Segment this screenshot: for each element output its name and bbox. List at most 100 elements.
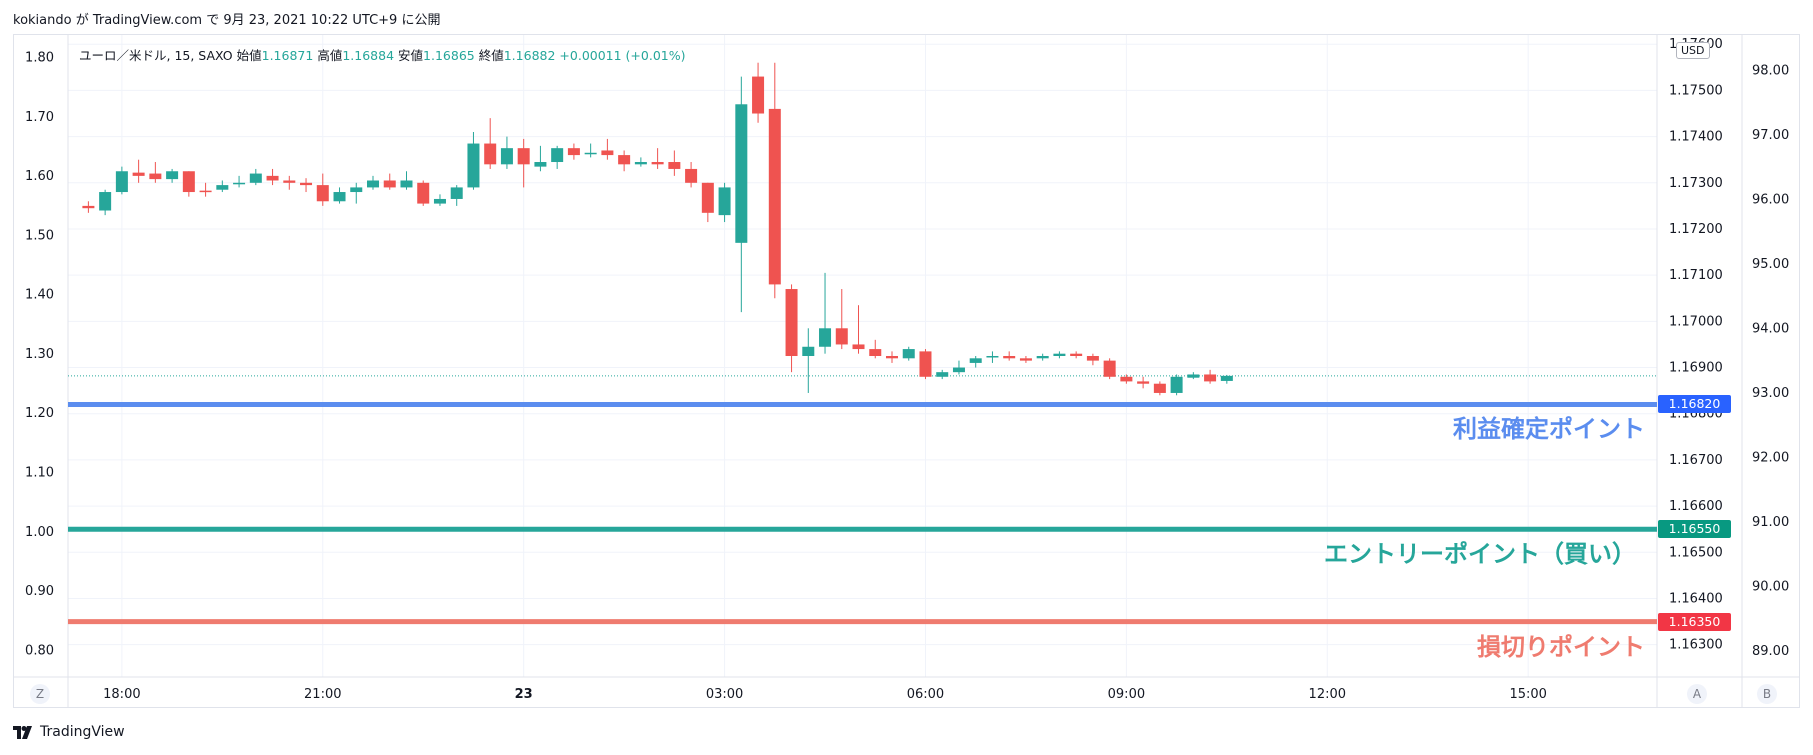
candle-up <box>450 187 463 199</box>
entry-annotation: エントリーポイント（買い） <box>1324 540 1636 569</box>
candle-down <box>300 182 313 186</box>
right-tick-label: 97.00 <box>1752 128 1789 143</box>
right-axis: 98.00 97.00 96.00 95.00 94.00 93.00 92.00 91.00… <box>1752 63 1789 659</box>
candle-up <box>99 192 112 211</box>
candle-down <box>885 356 898 359</box>
candle-up <box>1220 375 1233 381</box>
left-tick-label: 1.50 <box>25 228 54 243</box>
candle-up <box>902 349 915 359</box>
time-tick-label: 21:00 <box>304 687 341 702</box>
left-tick-label: 1.70 <box>25 110 54 125</box>
price-tick-label: 1.17300 <box>1669 176 1723 191</box>
candles <box>82 62 1233 396</box>
tradingview-brand[interactable]: TradingView <box>13 724 125 740</box>
candle-up <box>551 148 564 163</box>
candle-up <box>1036 356 1049 359</box>
price-tick-label: 1.16500 <box>1669 545 1723 560</box>
candle-up <box>986 356 999 358</box>
candle-down <box>618 155 631 165</box>
price-tick-label: 1.17500 <box>1669 83 1723 98</box>
stop-loss-annotation: 損切りポイント <box>1477 632 1645 661</box>
candle-up <box>433 198 446 204</box>
level-lines <box>68 375 1657 625</box>
candle-up <box>115 171 128 193</box>
candle-down <box>316 185 329 202</box>
candle-down <box>1137 381 1150 384</box>
right-tick-label: 93.00 <box>1752 386 1789 401</box>
candle-up <box>936 372 949 377</box>
right-tick-label: 94.00 <box>1752 322 1789 337</box>
legend-close-label: 終値 <box>478 48 504 63</box>
candle-down <box>182 171 195 193</box>
currency-button[interactable]: USD <box>1676 42 1710 59</box>
candle-down <box>701 182 714 213</box>
legend-open-label: 始値 <box>236 48 262 63</box>
secondary-scale-button[interactable]: B <box>1757 684 1777 704</box>
candle-down <box>835 328 848 345</box>
candle-down <box>919 351 932 377</box>
candle-up <box>802 346 815 356</box>
candle-down <box>383 180 396 188</box>
candle-up <box>534 162 547 167</box>
candle-up <box>819 328 832 347</box>
candle-up <box>166 171 179 180</box>
time-tick-label: 03:00 <box>706 687 743 702</box>
axis-borders <box>13 35 1800 707</box>
candle-up <box>350 187 363 193</box>
candle-down <box>1153 383 1166 393</box>
candle-down <box>685 168 698 183</box>
right-tick-label: 92.00 <box>1752 451 1789 466</box>
left-tick-label: 1.80 <box>25 51 54 66</box>
candle-down <box>1120 376 1133 382</box>
price-tick-label: 1.16900 <box>1669 361 1723 376</box>
right-tick-label: 98.00 <box>1752 63 1789 78</box>
left-tick-label: 1.40 <box>25 288 54 303</box>
auto-scale-button[interactable]: A <box>1687 684 1707 704</box>
left-axis: 1.80 1.70 1.60 1.50 1.40 1.30 1.20 1.10 1.00 0.90… <box>25 51 54 659</box>
candle-down <box>768 108 781 285</box>
time-tick-label: 06:00 <box>907 687 944 702</box>
candle-down <box>517 148 530 165</box>
price-tick-label: 1.16700 <box>1669 453 1723 468</box>
candle-up <box>216 185 229 190</box>
time-tick-label: 15:00 <box>1509 687 1546 702</box>
candle-up <box>400 180 413 188</box>
candle-up <box>249 173 262 183</box>
stop-loss-price-tag: 1.16350 <box>1658 612 1731 631</box>
candle-down <box>132 172 145 176</box>
candle-up <box>333 192 346 202</box>
right-tick-label: 96.00 <box>1752 193 1789 208</box>
price-axis: 1.176001.175001.174001.173001.172001.171… <box>1669 37 1723 652</box>
price-tick-label: 1.17100 <box>1669 268 1723 283</box>
left-tick-label: 1.30 <box>25 347 54 362</box>
time-axis: 18:00 21:00 23 03:00 06:00 09:00 12:00 15:00 <box>103 687 1547 702</box>
candle-up <box>367 180 380 188</box>
price-tick-label: 1.16400 <box>1669 591 1723 606</box>
candle-down <box>1019 358 1032 361</box>
candle-down <box>1003 356 1016 359</box>
zoom-button[interactable]: Z <box>30 684 50 704</box>
legend-high: 1.16884 <box>342 48 395 63</box>
candle-down <box>283 180 296 183</box>
legend-symbol[interactable]: ユーロ／米ドル, 15, SAXO <box>79 48 233 63</box>
publish-info: kokiando が TradingView.com で 9月 23, 2021… <box>13 13 441 28</box>
candle-up <box>1187 374 1200 378</box>
candle-down <box>651 162 664 165</box>
candle-up <box>634 162 647 165</box>
candle-down <box>1103 360 1116 377</box>
candle-up <box>735 104 748 243</box>
candle-down <box>752 76 765 114</box>
candle-down <box>1086 356 1099 361</box>
candle-down <box>601 150 614 156</box>
candle-down <box>484 143 497 165</box>
candle-up <box>584 152 597 155</box>
left-tick-label: 1.60 <box>25 169 54 184</box>
legend-close: 1.16882 <box>503 48 556 63</box>
time-tick-label: 23 <box>515 687 533 702</box>
time-tick-label: 09:00 <box>1108 687 1145 702</box>
price-tick-label: 1.16600 <box>1669 499 1723 514</box>
take-profit-price-tag: 1.16820 <box>1658 395 1731 414</box>
right-tick-label: 90.00 <box>1752 580 1789 595</box>
left-tick-label: 1.00 <box>25 525 54 540</box>
